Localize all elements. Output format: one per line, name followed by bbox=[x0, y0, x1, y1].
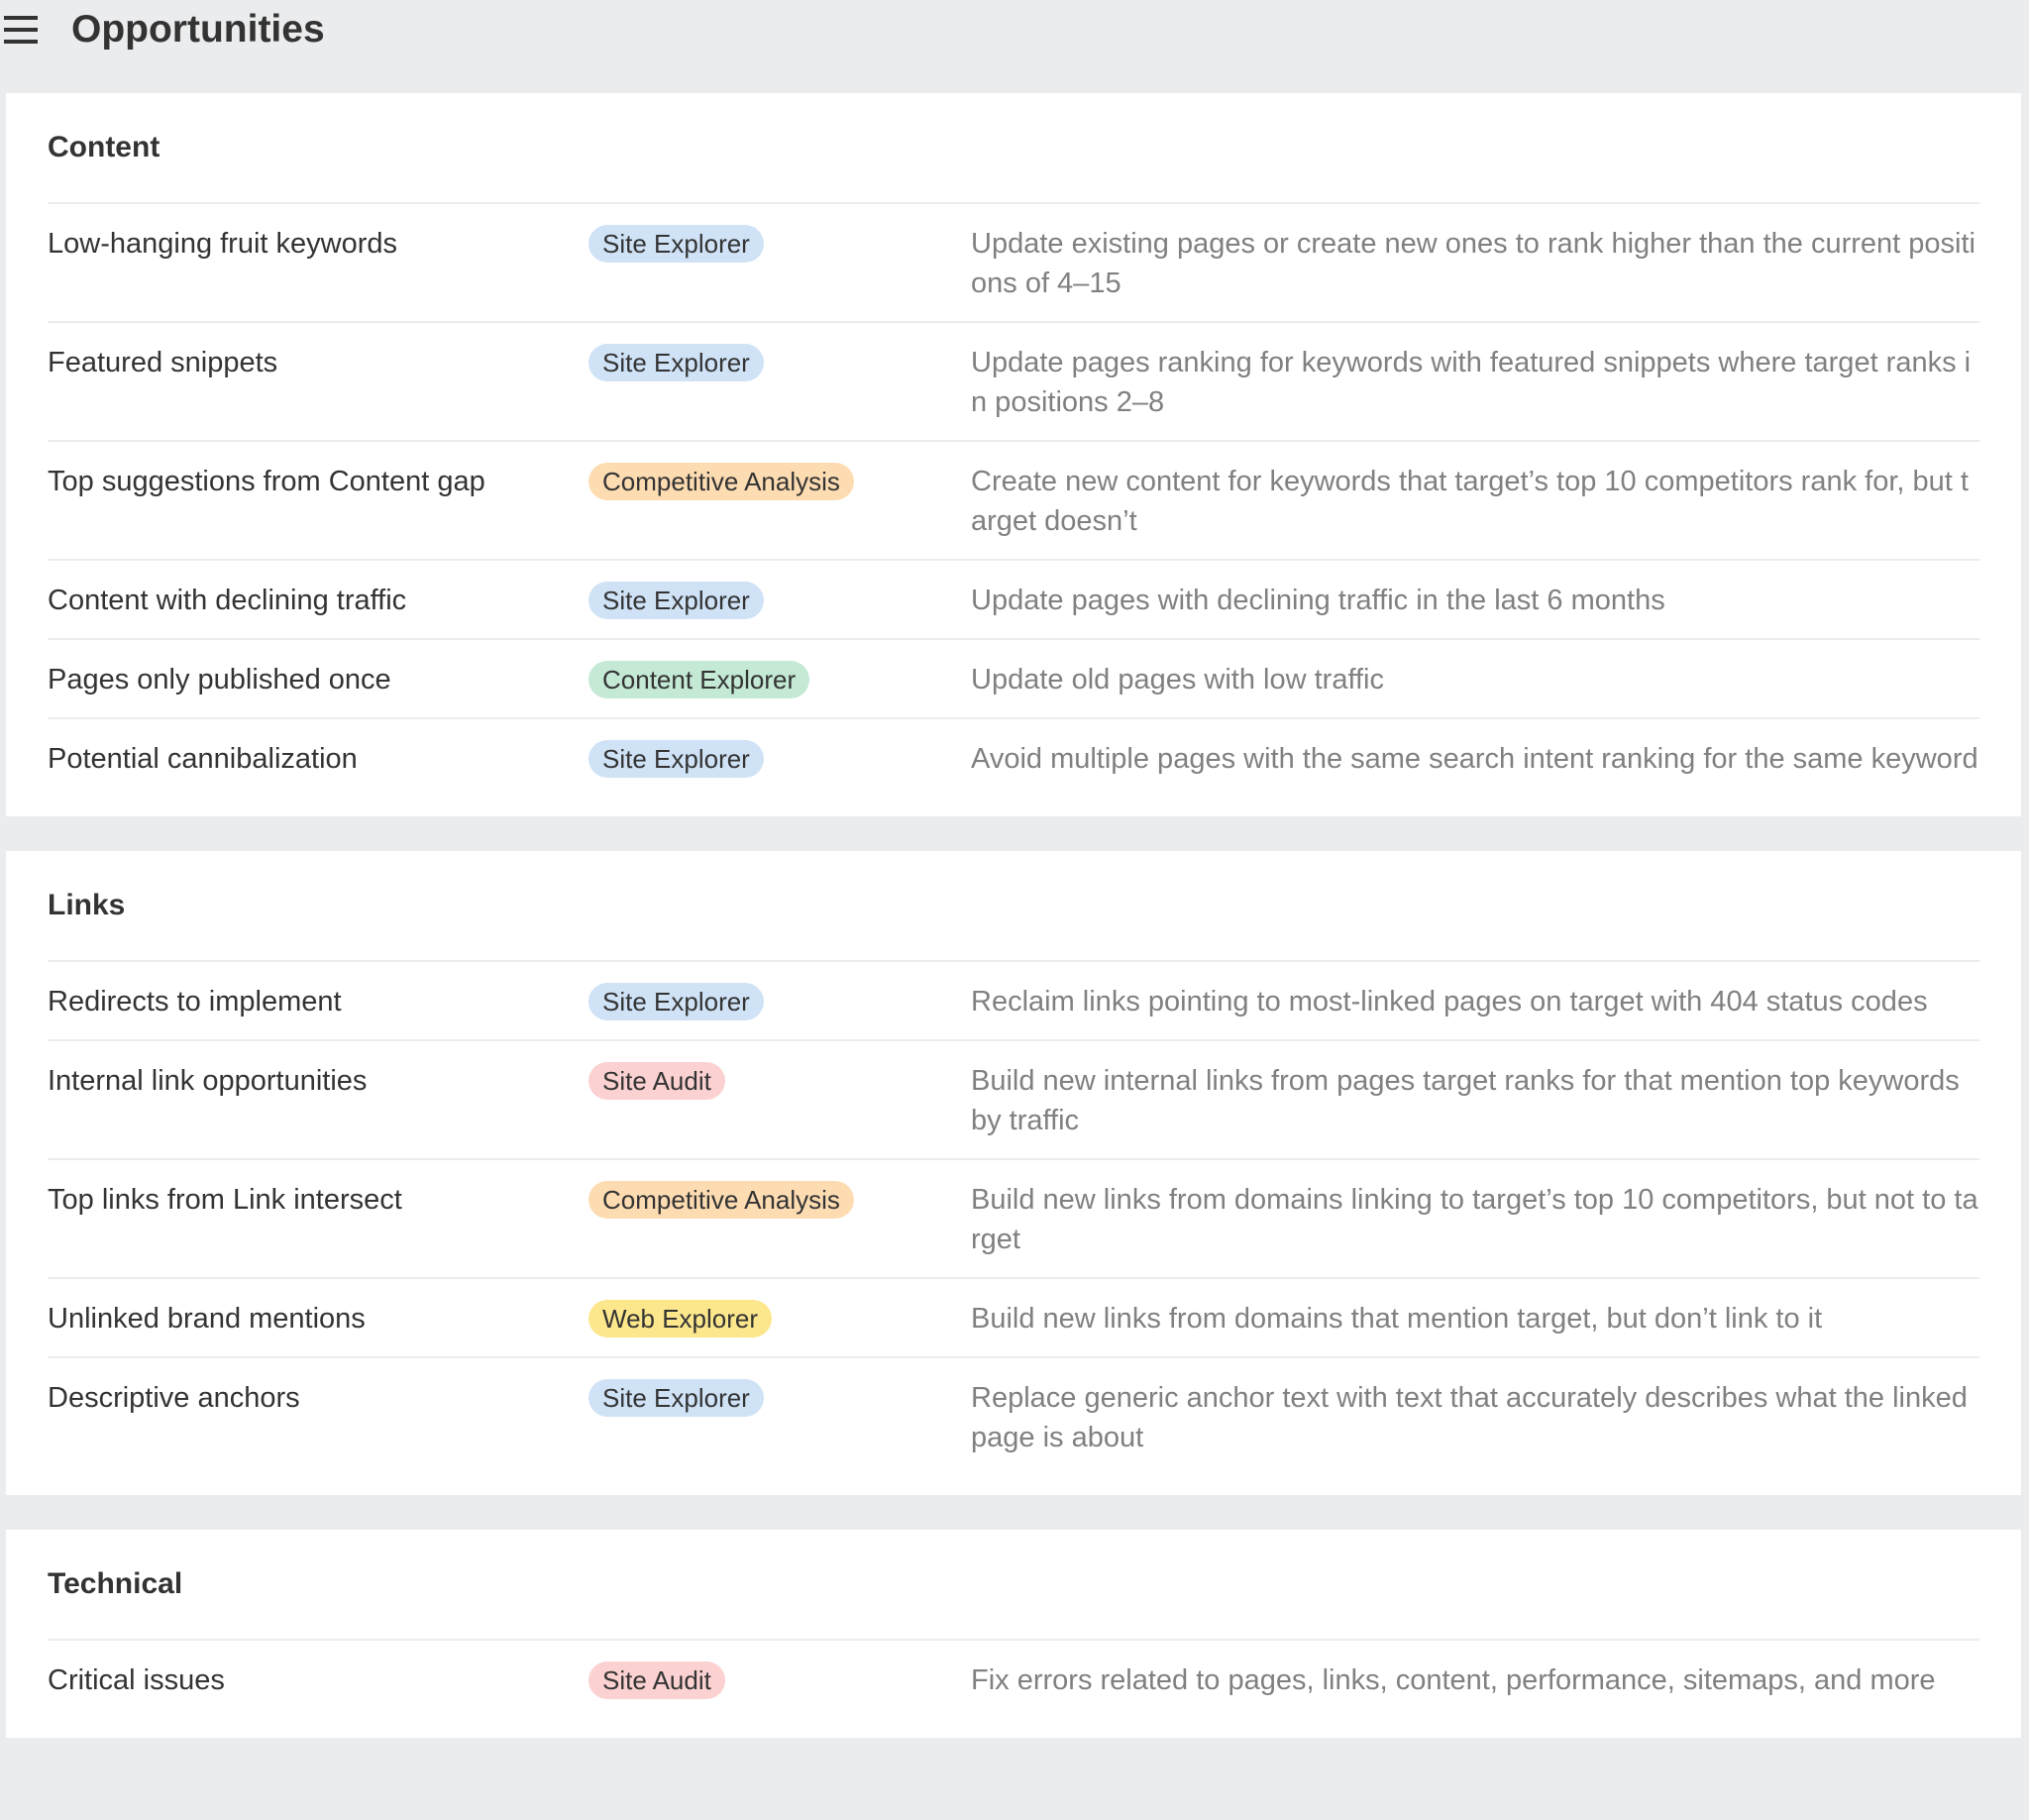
tool-badge[interactable]: Competitive Analysis bbox=[588, 1181, 854, 1219]
tool-badge[interactable]: Site Explorer bbox=[588, 740, 764, 778]
tool-badge[interactable]: Site Explorer bbox=[588, 225, 764, 263]
opportunity-name[interactable]: Potential cannibalization bbox=[48, 743, 358, 775]
tool-cell: Site Explorer bbox=[588, 224, 971, 303]
section-title: Links bbox=[48, 851, 1979, 962]
opportunity-description: Create new content for keywords that tar… bbox=[971, 466, 1969, 537]
opportunity-name[interactable]: Internal link opportunities bbox=[48, 1065, 368, 1097]
tool-badge[interactable]: Content Explorer bbox=[588, 661, 810, 698]
section-title: Content bbox=[48, 93, 1979, 204]
tool-cell: Competitive Analysis bbox=[588, 462, 971, 541]
opportunity-name[interactable]: Top links from Link intersect bbox=[48, 1184, 402, 1216]
tool-badge[interactable]: Site Explorer bbox=[588, 582, 764, 619]
section-links: Links Redirects to implement Site Explore… bbox=[6, 851, 2021, 1495]
opportunity-name[interactable]: Featured snippets bbox=[48, 347, 278, 378]
opportunity-description: Avoid multiple pages with the same searc… bbox=[971, 743, 1978, 775]
opportunity-row[interactable]: Unlinked brand mentions Web Explorer Bui… bbox=[48, 1279, 1979, 1358]
opportunity-name[interactable]: Content with declining traffic bbox=[48, 585, 407, 616]
tool-cell: Site Audit bbox=[588, 1061, 971, 1140]
tool-badge[interactable]: Web Explorer bbox=[588, 1300, 773, 1338]
opportunity-description: Update pages ranking for keywords with f… bbox=[971, 347, 1972, 418]
page-header: Opportunities bbox=[0, 0, 2029, 93]
tool-cell: Site Explorer bbox=[588, 739, 971, 779]
opportunity-row[interactable]: Critical issues Site Audit Fix errors re… bbox=[48, 1641, 1979, 1718]
opportunity-description: Build new links from domains linking to … bbox=[971, 1184, 1978, 1255]
opportunity-name[interactable]: Pages only published once bbox=[48, 664, 391, 696]
tool-badge[interactable]: Site Explorer bbox=[588, 344, 764, 381]
tool-cell: Site Explorer bbox=[588, 581, 971, 620]
tool-cell: Web Explorer bbox=[588, 1299, 971, 1338]
section-title: Technical bbox=[48, 1530, 1979, 1641]
opportunity-description: Reclaim links pointing to most-linked pa… bbox=[971, 986, 1928, 1017]
opportunity-row[interactable]: Descriptive anchors Site Explorer Replac… bbox=[48, 1358, 1979, 1475]
opportunity-description: Update pages with declining traffic in t… bbox=[971, 585, 1665, 616]
tool-cell: Content Explorer bbox=[588, 660, 971, 699]
opportunity-description: Fix errors related to pages, links, cont… bbox=[971, 1664, 1936, 1696]
opportunity-description: Build new links from domains that mentio… bbox=[971, 1303, 1823, 1335]
opportunity-name[interactable]: Low-hanging fruit keywords bbox=[48, 228, 398, 260]
opportunity-row[interactable]: Pages only published once Content Explor… bbox=[48, 640, 1979, 719]
opportunity-row[interactable]: Redirects to implement Site Explorer Rec… bbox=[48, 962, 1979, 1041]
opportunity-row[interactable]: Content with declining traffic Site Expl… bbox=[48, 561, 1979, 640]
opportunity-name[interactable]: Redirects to implement bbox=[48, 986, 342, 1017]
opportunity-row[interactable]: Low-hanging fruit keywords Site Explorer… bbox=[48, 204, 1979, 323]
tool-badge[interactable]: Site Explorer bbox=[588, 983, 764, 1020]
section-content: Content Low-hanging fruit keywords Site E… bbox=[6, 93, 2021, 816]
opportunity-name[interactable]: Critical issues bbox=[48, 1664, 225, 1696]
opportunity-row[interactable]: Featured snippets Site Explorer Update p… bbox=[48, 323, 1979, 442]
opportunity-description: Build new internal links from pages targ… bbox=[971, 1065, 1960, 1136]
opportunity-row[interactable]: Top suggestions from Content gap Competi… bbox=[48, 442, 1979, 561]
opportunity-name[interactable]: Descriptive anchors bbox=[48, 1382, 300, 1414]
opportunity-name[interactable]: Unlinked brand mentions bbox=[48, 1303, 366, 1335]
hamburger-menu-icon[interactable] bbox=[4, 16, 38, 44]
tool-badge[interactable]: Site Explorer bbox=[588, 1379, 764, 1417]
tool-badge[interactable]: Competitive Analysis bbox=[588, 463, 854, 500]
tool-cell: Site Audit bbox=[588, 1660, 971, 1700]
opportunity-row[interactable]: Internal link opportunities Site Audit B… bbox=[48, 1041, 1979, 1160]
opportunity-description: Replace generic anchor text with text th… bbox=[971, 1382, 1968, 1453]
tool-badge[interactable]: Site Audit bbox=[588, 1062, 725, 1100]
tool-cell: Competitive Analysis bbox=[588, 1180, 971, 1259]
opportunity-name[interactable]: Top suggestions from Content gap bbox=[48, 466, 485, 497]
opportunity-description: Update old pages with low traffic bbox=[971, 664, 1384, 696]
sections: Content Low-hanging fruit keywords Site E… bbox=[0, 93, 2029, 1738]
opportunity-description: Update existing pages or create new ones… bbox=[971, 228, 1976, 299]
tool-cell: Site Explorer bbox=[588, 343, 971, 422]
tool-cell: Site Explorer bbox=[588, 982, 971, 1021]
opportunity-row[interactable]: Top links from Link intersect Competitiv… bbox=[48, 1160, 1979, 1279]
page-title: Opportunities bbox=[71, 8, 325, 51]
tool-badge[interactable]: Site Audit bbox=[588, 1661, 725, 1699]
tool-cell: Site Explorer bbox=[588, 1378, 971, 1457]
section-technical: Technical Critical issues Site Audit Fix … bbox=[6, 1530, 2021, 1738]
opportunity-row[interactable]: Potential cannibalization Site Explorer … bbox=[48, 719, 1979, 797]
